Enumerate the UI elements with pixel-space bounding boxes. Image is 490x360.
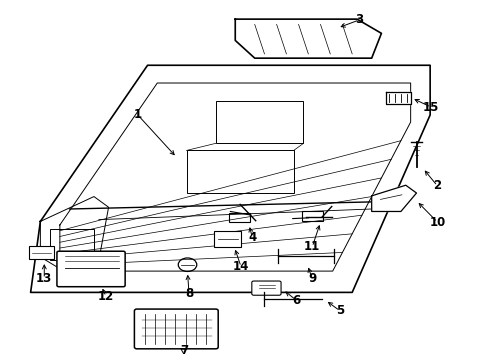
- Polygon shape: [235, 19, 381, 58]
- Text: 1: 1: [134, 108, 142, 121]
- FancyBboxPatch shape: [214, 231, 241, 247]
- Text: 10: 10: [429, 216, 445, 229]
- FancyBboxPatch shape: [252, 281, 281, 295]
- Polygon shape: [386, 92, 411, 104]
- Text: 7: 7: [180, 345, 188, 357]
- FancyBboxPatch shape: [57, 251, 125, 287]
- Text: 13: 13: [36, 273, 52, 285]
- Polygon shape: [30, 65, 430, 292]
- Text: 2: 2: [433, 179, 441, 193]
- Text: 4: 4: [248, 231, 256, 244]
- Text: 12: 12: [98, 290, 114, 303]
- Text: 11: 11: [304, 240, 320, 253]
- FancyBboxPatch shape: [29, 246, 54, 259]
- Text: 14: 14: [233, 260, 249, 273]
- Text: 15: 15: [423, 101, 440, 114]
- FancyBboxPatch shape: [134, 309, 218, 349]
- Text: 8: 8: [185, 287, 193, 300]
- Text: 5: 5: [336, 304, 344, 318]
- Text: 3: 3: [355, 13, 364, 26]
- Text: 9: 9: [308, 273, 317, 285]
- Polygon shape: [372, 185, 416, 211]
- Text: 6: 6: [292, 294, 300, 307]
